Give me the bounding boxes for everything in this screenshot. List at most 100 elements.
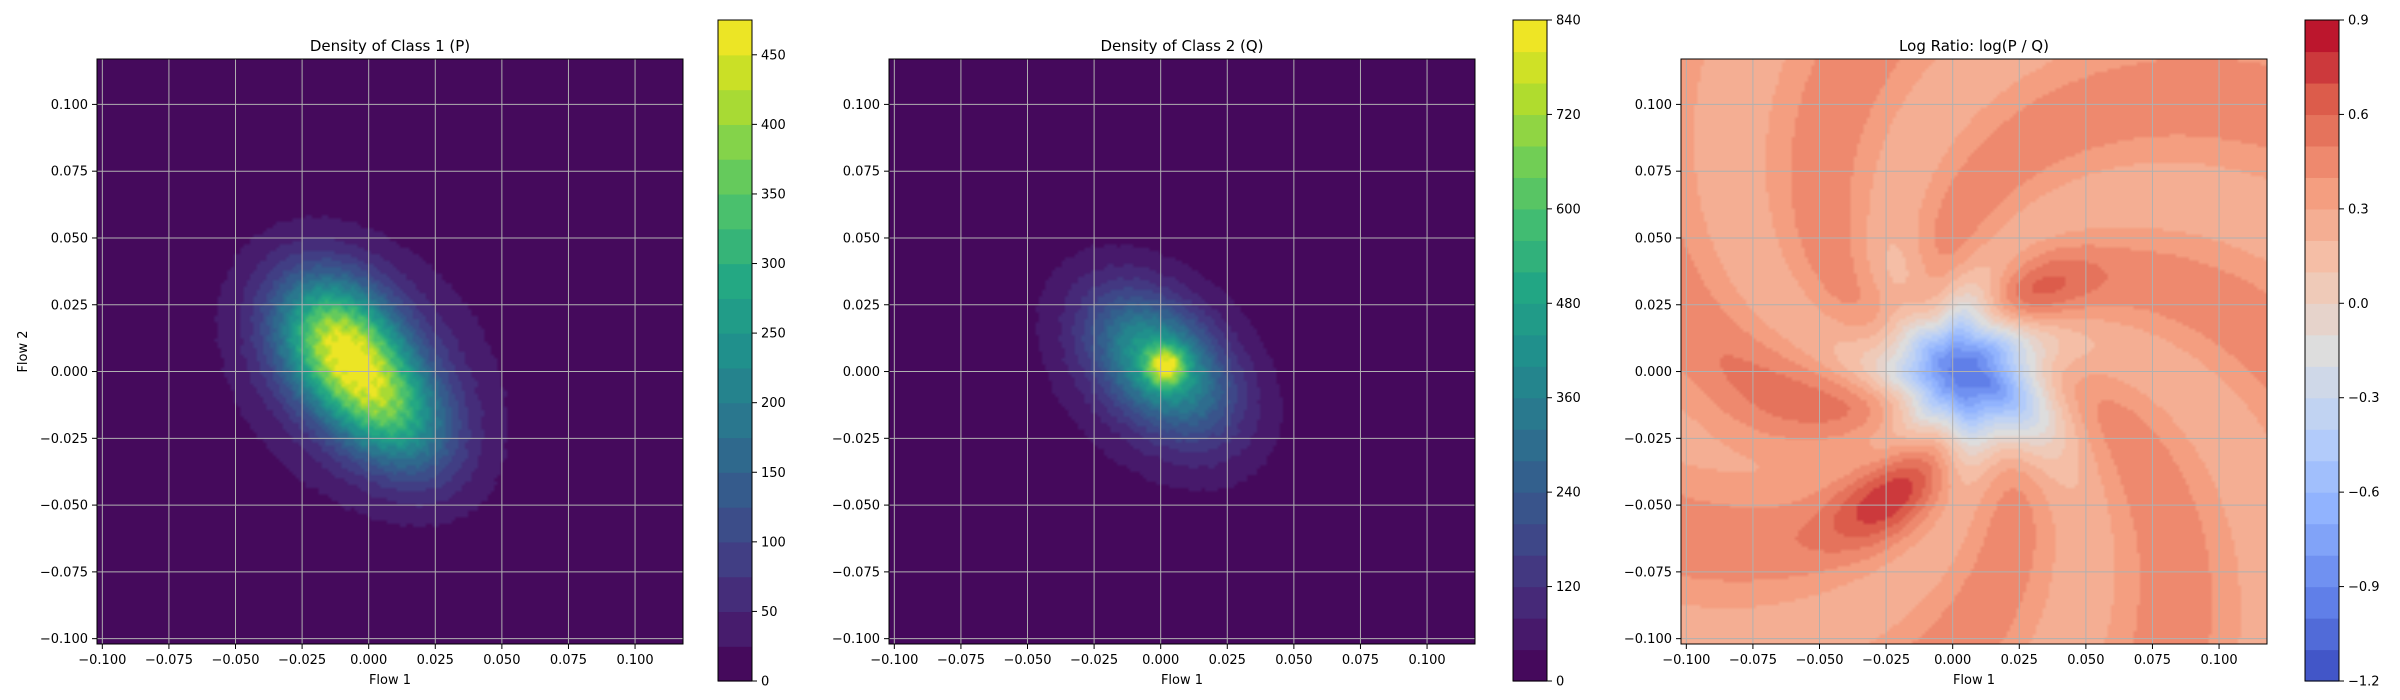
y-tick-label: 0.025 [51, 298, 88, 313]
colorbar-level [1513, 429, 1547, 462]
colorbar-level [2305, 114, 2339, 147]
x-tick-label: −0.075 [937, 653, 985, 668]
colorbar-level [1513, 271, 1547, 304]
y-tick-label: 0.025 [1635, 298, 1672, 313]
colorbar-level [1513, 523, 1547, 556]
colorbar-level [718, 54, 752, 91]
y-tick-label: −0.100 [832, 632, 880, 647]
colorbar-level [2305, 145, 2339, 178]
x-tick-label: −0.100 [78, 653, 126, 668]
colorbar-level [1513, 397, 1547, 430]
axes-frame [1680, 58, 2268, 645]
colorbar-tick-label: 0 [761, 675, 769, 690]
colorbar-level [2305, 177, 2339, 210]
x-tick-label: −0.100 [1662, 653, 1710, 668]
x-tick-label: 0.100 [616, 653, 653, 668]
colorbar-tick-label: 0 [1556, 675, 1564, 690]
x-tick-label: −0.025 [1862, 653, 1910, 668]
colorbar-level [1513, 366, 1547, 399]
colorbar-level [2305, 240, 2339, 273]
y-tick-label: −0.050 [1624, 499, 1672, 514]
y-tick-label: 0.050 [843, 231, 880, 246]
colorbar-level [1513, 460, 1547, 493]
y-tick-label: 0.000 [51, 365, 88, 380]
colorbar-tick-label: 50 [761, 605, 778, 620]
y-tick-label: −0.075 [832, 565, 880, 580]
colorbar-frame [717, 19, 753, 682]
colorbar-level [2305, 303, 2339, 336]
y-tick-label: −0.025 [832, 432, 880, 447]
colorbar-level [718, 193, 752, 230]
colorbar-level [2305, 492, 2339, 525]
colorbar-level [718, 472, 752, 508]
x-tick-label: −0.050 [211, 653, 259, 668]
x-tick-label: 0.100 [2200, 653, 2237, 668]
colorbar-level [2305, 366, 2339, 399]
colorbar-level [718, 507, 752, 543]
colorbar-level [1513, 586, 1547, 619]
y-tick-label: −0.025 [1624, 432, 1672, 447]
colorbar-tick-label: 300 [761, 257, 786, 272]
colorbar-level [718, 402, 752, 439]
colorbar-tick-label: −0.6 [2348, 486, 2380, 501]
x-tick-label: 0.075 [550, 653, 587, 668]
x-tick-label: 0.025 [1209, 653, 1246, 668]
y-tick-label: 0.050 [1635, 231, 1672, 246]
heatmap-field [1681, 59, 2267, 644]
x-tick-label: 0.000 [1934, 653, 1971, 668]
colorbar-tick-label: 840 [1556, 14, 1581, 29]
chart-panel-1: −0.100 −0.075 −0.050 −0.025 0.000 0.025 0.050 0… [16, 19, 786, 690]
x-axis-label: Flow 1 [1161, 673, 1203, 688]
x-tick-label: 0.000 [350, 653, 387, 668]
colorbar-level [2305, 208, 2339, 241]
colorbar-level [2305, 20, 2339, 53]
colorbar-level [2305, 51, 2339, 84]
colorbar-tick-label: −0.9 [2348, 580, 2380, 595]
colorbar-tick-label: 150 [761, 466, 786, 481]
colorbar-level [718, 611, 752, 647]
colorbar-tick-label: 0.6 [2348, 108, 2369, 123]
chart-panel-2: −0.100 −0.075 −0.050 −0.025 0.000 0.025 0.050 0… [832, 14, 1581, 690]
colorbar-level [718, 159, 752, 195]
colorbar-level [2305, 649, 2339, 682]
colorbar-level [718, 20, 752, 56]
colorbar-tick-label: 250 [761, 327, 786, 342]
y-tick-label: −0.075 [1624, 565, 1672, 580]
colorbar: 0 120 240 360 480 600 720 840 [1512, 14, 1581, 690]
y-tick-label: 0.000 [843, 365, 880, 380]
colorbar-tick-label: 120 [1556, 580, 1581, 595]
colorbar-level [2305, 397, 2339, 430]
colorbar-tick-label: 200 [761, 396, 786, 411]
x-tick-label: −0.025 [1070, 653, 1118, 668]
x-tick-label: 0.050 [2067, 653, 2104, 668]
y-tick-label: 0.000 [1635, 365, 1672, 380]
y-axis-label: Flow 2 [16, 330, 31, 372]
y-tick-label: 0.050 [51, 231, 88, 246]
heatmap-field [889, 59, 1475, 644]
colorbar-level [2305, 460, 2339, 493]
y-tick-label: −0.050 [832, 499, 880, 514]
colorbar-tick-label: 720 [1556, 108, 1581, 123]
colorbar-level [718, 367, 752, 404]
colorbar-frame [1512, 19, 1548, 682]
colorbar-level [2305, 334, 2339, 367]
x-tick-label: −0.025 [278, 653, 326, 668]
heatmap-field [97, 59, 683, 644]
x-tick-label: 0.000 [1142, 653, 1179, 668]
colorbar-level [2305, 523, 2339, 556]
colorbar-level [2305, 429, 2339, 462]
x-tick-label: 0.050 [483, 653, 520, 668]
colorbar-level [1513, 555, 1547, 588]
colorbar-level [718, 437, 752, 473]
x-tick-label: 0.075 [1342, 653, 1379, 668]
x-axis-label: Flow 1 [1953, 673, 1995, 688]
colorbar-level [1513, 177, 1547, 210]
chart-title: Log Ratio: log(P / Q) [1899, 37, 2049, 55]
colorbar-tick-label: 480 [1556, 297, 1581, 312]
colorbar-level [718, 646, 752, 682]
y-tick-label: −0.100 [1624, 632, 1672, 647]
colorbar: −1.2 −0.9 −0.6 −0.3 0.0 0.3 0.6 0.9 [2304, 14, 2380, 690]
colorbar-tick-label: 100 [761, 535, 786, 550]
x-tick-label: 0.075 [2134, 653, 2171, 668]
x-axis-label: Flow 1 [369, 673, 411, 688]
